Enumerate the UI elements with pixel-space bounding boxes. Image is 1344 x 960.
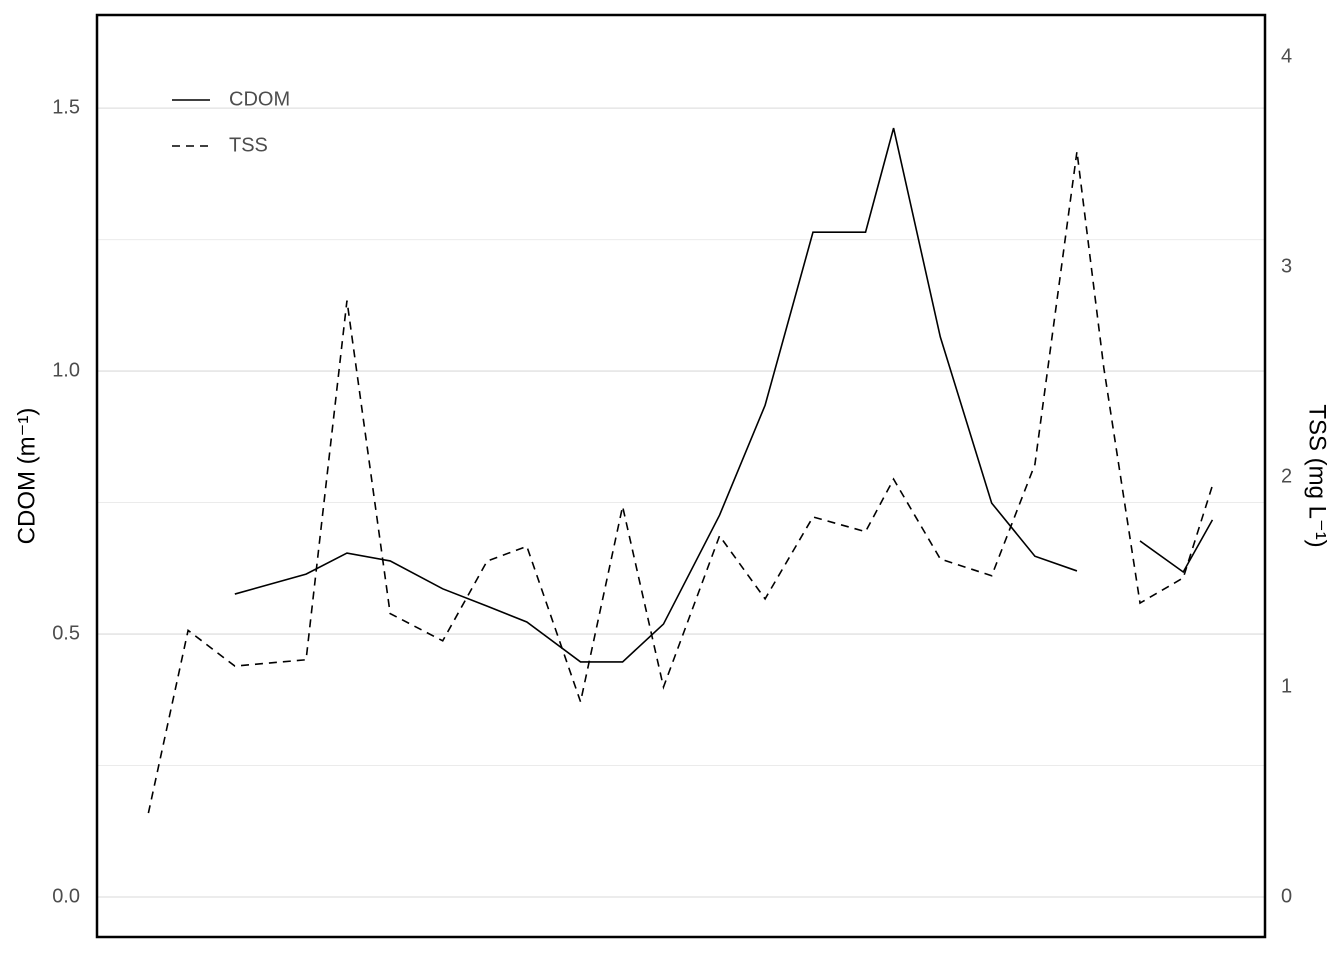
series-line: [147, 151, 1214, 814]
y-tick-label: 0.5: [52, 622, 80, 644]
y2-tick-label: 3: [1281, 255, 1292, 277]
y2-tick-label: 0: [1281, 885, 1292, 907]
y2-tick-label: 2: [1281, 465, 1292, 487]
y-axis-label: CDOM (m⁻¹): [13, 408, 40, 545]
y-tick-label: 1.5: [52, 96, 80, 118]
series-line: [1139, 519, 1214, 574]
series-line: [234, 127, 1078, 663]
y2-tick-label: 1: [1281, 675, 1292, 697]
y-tick-label: 0.0: [52, 885, 80, 907]
y2-tick-label: 4: [1281, 45, 1292, 67]
legend-label: TSS: [229, 134, 268, 156]
plot-frame: [95, 13, 1267, 939]
y2-axis-label: TSS (mg L⁻¹): [1304, 404, 1331, 547]
y-tick-label: 1.0: [52, 359, 80, 381]
legend-label: CDOM: [229, 88, 290, 110]
